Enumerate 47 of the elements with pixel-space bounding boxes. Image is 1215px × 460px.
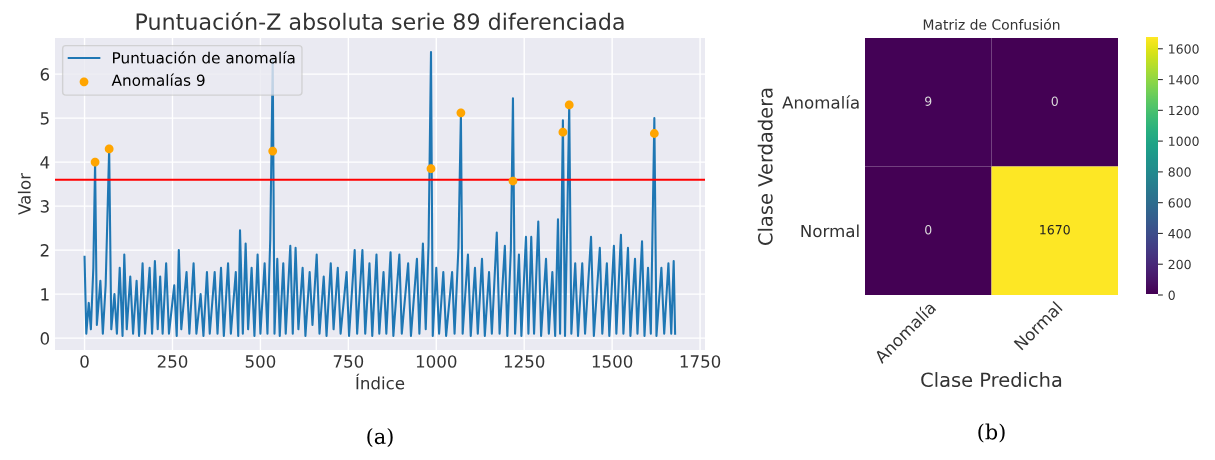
text: (b) — [978, 423, 1005, 443]
data-label: 0 — [1051, 96, 1058, 106]
y-tick-label: 4 — [40, 156, 50, 169]
color-bar-label: 0 — [1168, 290, 1175, 300]
point — [90, 157, 100, 167]
x-tick-label: 250 — [157, 355, 188, 368]
data-label: 0 — [925, 224, 932, 235]
y-tick-label: 6 — [40, 68, 50, 81]
x-axis-title: Índice — [356, 373, 405, 390]
x-axis-title: Clase Predicha — [921, 372, 1062, 388]
x-tick-label: 1250 — [504, 355, 545, 368]
legend-label: Anomalías 9 — [111, 73, 205, 86]
y-tick-label: 5 — [40, 112, 49, 125]
point — [268, 146, 278, 156]
point — [104, 144, 114, 154]
color-bar-label: 1600 — [1169, 44, 1199, 54]
data-label: 1670 — [1040, 224, 1070, 235]
legend-label: Puntuación de anomalía — [113, 51, 295, 64]
color-bar-label: 200 — [1168, 259, 1191, 270]
point — [564, 100, 574, 110]
point — [426, 164, 436, 174]
x-tick-label: 1750 — [680, 355, 721, 368]
y-tick-label: 3 — [40, 200, 49, 213]
y-axis-title: Valor — [17, 173, 31, 215]
chart-title: Puntuación-Z absoluta serie 89 diferenciada — [136, 11, 624, 30]
color-bar-label: 400 — [1168, 228, 1191, 239]
y-axis-title: Clase Verdadera — [757, 88, 773, 245]
x-tick-label: 500 — [245, 355, 276, 368]
data-label: 9 — [925, 96, 932, 106]
color-bar-label: 800 — [1168, 167, 1191, 177]
point — [456, 108, 466, 118]
x-tick-label: 1000 — [416, 355, 457, 368]
color-bar-label: 1200 — [1169, 105, 1199, 116]
color-bar-label: 1400 — [1169, 75, 1199, 85]
x-tick-label: 1500 — [592, 355, 633, 368]
y-tick-label: 1 — [41, 288, 49, 301]
color-bar-label: 1000 — [1169, 136, 1199, 147]
y-tick-label: 2 — [40, 244, 49, 257]
x-tick-label: 750 — [333, 355, 364, 368]
line-series — [83, 51, 677, 337]
point — [558, 127, 568, 137]
point — [649, 129, 659, 138]
text: (a) — [367, 428, 393, 448]
x-tick-label: 0 — [80, 355, 89, 368]
color-bar-label: 600 — [1168, 198, 1191, 208]
point — [508, 176, 518, 186]
chart-title: Matriz de Confusión — [923, 18, 1060, 30]
